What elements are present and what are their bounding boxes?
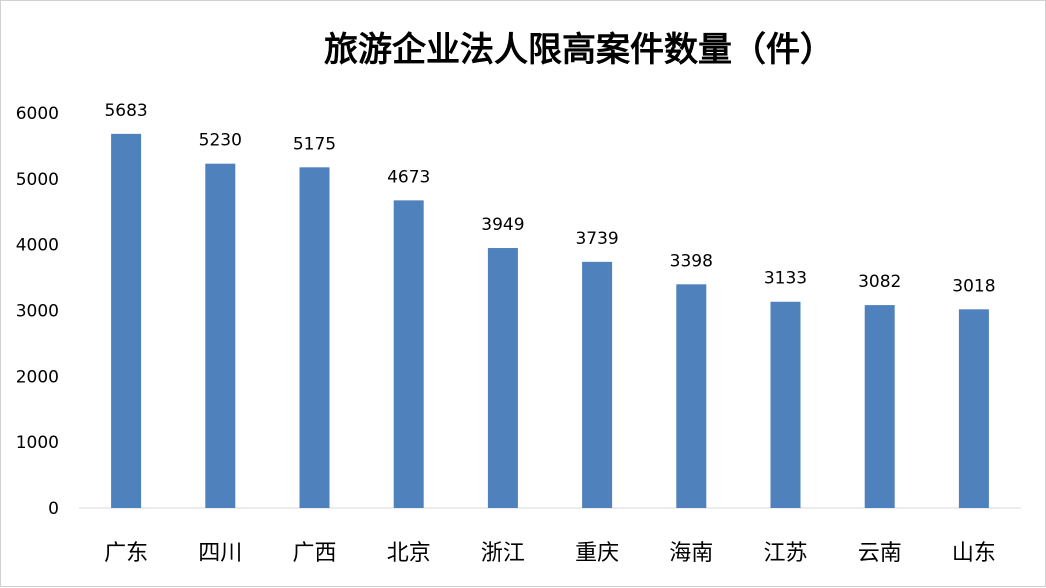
y-tick-label: 2000 [16, 367, 59, 387]
data-label: 5230 [199, 131, 242, 151]
y-tick-label: 0 [48, 499, 59, 519]
x-tick-label: 重庆 [575, 541, 619, 566]
data-label: 4673 [387, 167, 430, 187]
x-tick-label: 山东 [952, 541, 996, 566]
bar [299, 167, 330, 508]
x-tick-label: 四川 [198, 541, 242, 566]
x-tick-label: 云南 [858, 541, 902, 566]
bar [864, 305, 895, 508]
data-label: 3018 [952, 276, 995, 296]
data-label: 3133 [764, 269, 807, 289]
bar [676, 284, 707, 508]
data-label: 5683 [104, 101, 147, 121]
chart-title: 旅游企业法人限高案件数量（件） [324, 30, 834, 70]
x-tick-label: 北京 [387, 541, 431, 566]
y-tick-label: 4000 [16, 236, 59, 256]
data-label: 3082 [858, 272, 901, 292]
data-labels: 5683 5230 5175 4673 3949 3739 3398 3133 3082 3018 [104, 101, 995, 296]
bars [111, 133, 989, 509]
bar [205, 163, 236, 509]
bar [111, 133, 142, 508]
bar [770, 301, 801, 508]
data-label: 3739 [575, 229, 618, 249]
x-axis: 广东 四川 广西 北京 浙江 重庆 海南 江苏 云南 山东 [79, 507, 1021, 566]
y-tick-label: 3000 [16, 302, 59, 322]
x-tick-label: 海南 [669, 541, 713, 566]
bar [958, 309, 989, 508]
bar [582, 261, 613, 508]
x-tick-label: 广西 [292, 541, 336, 566]
x-tick-label: 浙江 [481, 541, 525, 566]
data-label: 3398 [670, 251, 713, 271]
bar [393, 200, 424, 508]
x-tick-label: 江苏 [763, 541, 807, 566]
y-tick-label: 1000 [16, 433, 59, 453]
bar [487, 248, 518, 508]
y-tick-label: 5000 [16, 170, 59, 190]
data-label: 3949 [481, 215, 524, 235]
x-tick-label: 广东 [104, 541, 148, 566]
y-axis: 0 1000 2000 3000 4000 5000 6000 [16, 104, 59, 519]
data-label: 5175 [293, 134, 336, 154]
y-tick-label: 6000 [16, 104, 59, 124]
